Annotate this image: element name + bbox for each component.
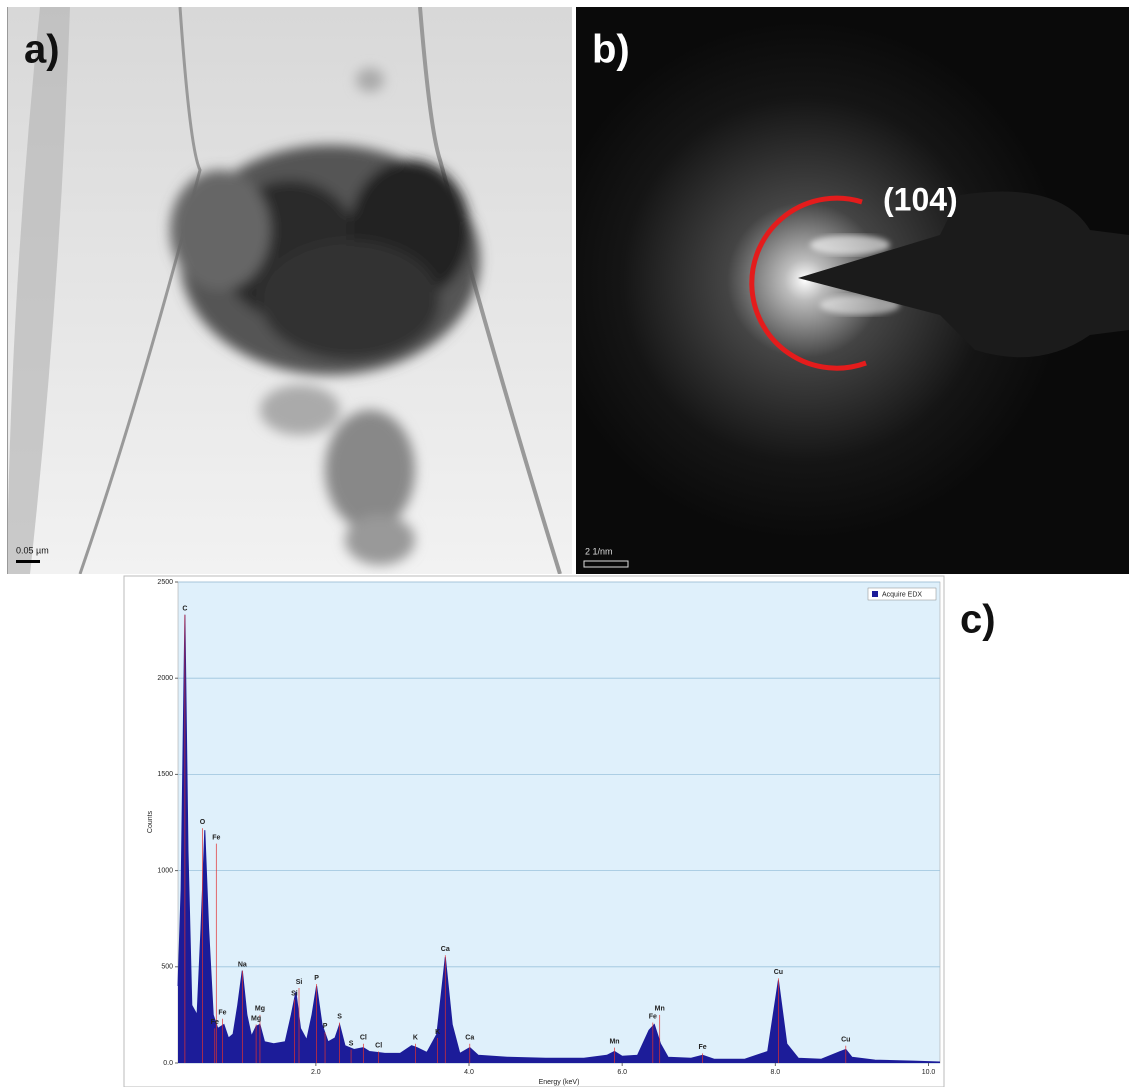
peak-label: P: [314, 975, 319, 982]
y-tick-label: 2000: [157, 675, 173, 682]
panel-label: b): [592, 28, 630, 72]
peak-label: S: [337, 1013, 342, 1020]
peak-label: Mg: [251, 1015, 261, 1022]
tem-image: [7, 7, 572, 574]
x-tick-label: 10.0: [922, 1069, 936, 1076]
x-tick-label: 4.0: [464, 1069, 474, 1076]
peak-label: Ca: [441, 946, 450, 953]
peak-label: Cl: [360, 1035, 367, 1042]
legend-swatch: [872, 591, 878, 597]
peak-label: K: [413, 1035, 418, 1042]
x-tick-label: 8.0: [770, 1069, 780, 1076]
y-axis-label: Counts: [147, 810, 154, 833]
scale-bar-label: 2 1/nm: [585, 546, 613, 556]
peak-label: Mg: [255, 1006, 265, 1013]
peak-label: O: [200, 819, 206, 826]
x-tick-label: 2.0: [311, 1069, 321, 1076]
y-tick-label: 1500: [157, 771, 173, 778]
peak-label: Mn: [655, 1006, 665, 1013]
x-axis-label: Energy (keV): [539, 1079, 580, 1086]
legend-box: [867, 587, 937, 601]
panel-label: c): [960, 598, 996, 642]
peak-label: Cu: [774, 969, 783, 976]
peak-label: S: [349, 1040, 354, 1047]
peak-label: Mn: [609, 1038, 619, 1045]
peak-label: Ca: [465, 1035, 474, 1042]
peak-label: Cl: [375, 1042, 382, 1049]
y-tick-label: 500: [161, 964, 173, 971]
panel-label: a): [24, 28, 60, 72]
peak-label: Na: [238, 961, 247, 968]
scale-bar-label: 0.05 µm: [16, 545, 49, 555]
y-tick-label: 1000: [157, 867, 173, 874]
peak-label: Cu: [841, 1037, 850, 1044]
peak-label: K: [435, 1029, 440, 1036]
plot-area: [177, 581, 941, 1064]
peak-label: Fe: [211, 1019, 219, 1026]
legend-label: Acquire EDX: [882, 591, 922, 598]
peak-label: C: [182, 606, 187, 613]
peak-label: Si: [291, 990, 298, 997]
peak-label: P: [323, 1023, 328, 1030]
spectrum-line: [177, 614, 941, 1063]
peak-label: Fe: [699, 1044, 707, 1051]
peak-label: Fe: [649, 1013, 657, 1020]
x-tick-label: 6.0: [617, 1069, 627, 1076]
diffraction-image: [576, 7, 1129, 574]
peak-label: Fe: [218, 1010, 226, 1017]
y-tick-label: 0.0: [163, 1060, 173, 1067]
peak-label: Si: [296, 979, 303, 986]
y-tick-label: 2500: [157, 579, 173, 586]
peak-label: Fe: [212, 835, 220, 842]
annotation: (104): [883, 181, 958, 217]
